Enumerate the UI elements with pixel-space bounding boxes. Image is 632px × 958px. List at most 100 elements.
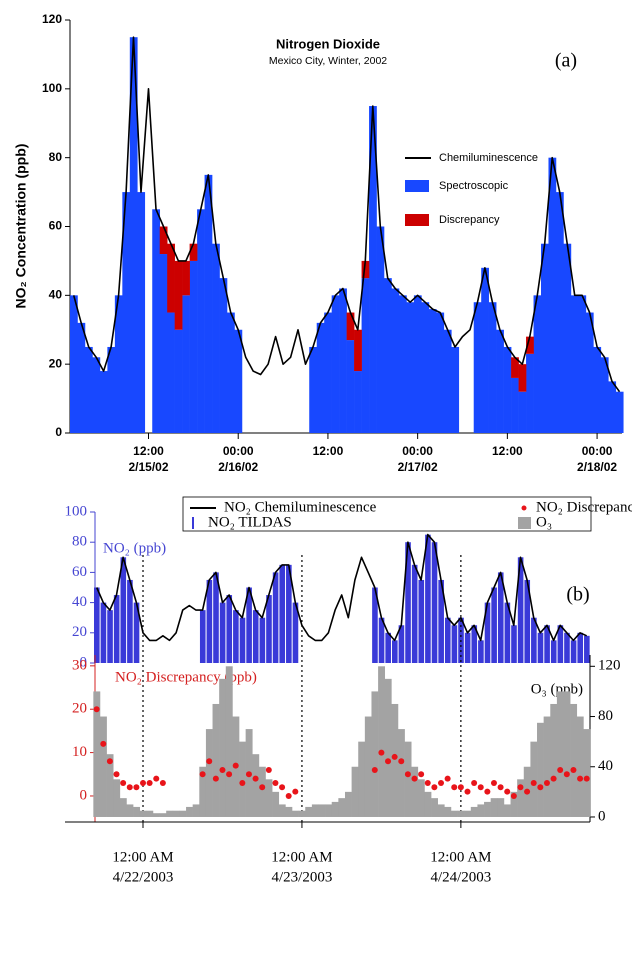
point — [391, 753, 398, 760]
area-bar — [159, 813, 167, 817]
bar — [471, 625, 478, 663]
point — [146, 779, 153, 786]
y-tick-label: 80 — [72, 534, 87, 550]
bar — [436, 312, 445, 433]
bar — [526, 336, 534, 354]
x-tick-label: 12:00 AM — [271, 849, 332, 865]
area-bar — [444, 806, 452, 817]
y-tick-label: 100 — [65, 503, 88, 519]
point — [543, 779, 550, 786]
bar — [398, 625, 405, 663]
area-bar — [583, 729, 591, 817]
bar — [113, 595, 120, 663]
bar — [204, 174, 213, 433]
area-bar — [411, 766, 419, 817]
point — [431, 784, 438, 791]
bar — [526, 353, 534, 433]
bar — [608, 381, 617, 433]
point — [517, 784, 524, 791]
bar — [425, 534, 431, 663]
area-bar — [292, 810, 299, 817]
point — [292, 788, 299, 795]
bar — [563, 243, 572, 433]
area-bar — [417, 779, 425, 817]
y-tick-label: 20 — [49, 356, 63, 370]
area-bar — [570, 703, 578, 817]
bar — [219, 278, 228, 433]
x-tick-label: 00:00 — [582, 444, 613, 458]
area-bar — [311, 804, 319, 817]
area-bar — [464, 810, 472, 817]
y2-tick-label: 120 — [598, 658, 621, 674]
bar — [584, 635, 590, 663]
area-bar — [437, 804, 445, 817]
point — [212, 775, 219, 782]
bar — [137, 192, 146, 433]
point — [484, 788, 491, 795]
area-bar — [152, 813, 160, 817]
area-bar — [239, 741, 246, 817]
area-bar — [146, 810, 154, 817]
bar — [226, 595, 233, 663]
bar — [346, 312, 355, 341]
area-bar — [530, 741, 538, 817]
area-bar — [351, 766, 359, 817]
point — [126, 784, 133, 791]
area-bar — [139, 810, 147, 817]
bar — [189, 260, 198, 433]
area-bar — [517, 779, 525, 817]
bar — [199, 610, 206, 663]
bar — [127, 579, 133, 663]
x-tick-date: 2/15/02 — [128, 460, 168, 474]
y2-axis-label: O₃ (ppb) — [531, 681, 583, 697]
line — [95, 533, 588, 642]
point — [583, 775, 590, 782]
y-tick-label: 100 — [42, 81, 62, 95]
bar — [550, 640, 557, 663]
point — [577, 775, 584, 782]
point — [272, 779, 279, 786]
legend-label: Chemiluminescence — [439, 152, 538, 164]
point — [239, 779, 246, 786]
x-tick-date: 2/17/02 — [398, 460, 438, 474]
area-bar — [391, 703, 399, 817]
bar — [234, 329, 243, 433]
y-tick-label: 40 — [49, 288, 63, 302]
y-tick-label: 20 — [72, 624, 87, 640]
point — [530, 779, 537, 786]
bar — [174, 329, 183, 433]
bar — [438, 579, 444, 663]
bar — [398, 295, 407, 433]
bar — [384, 278, 392, 433]
area-bar — [371, 691, 379, 817]
legend-box — [182, 496, 592, 532]
point — [153, 775, 160, 782]
area-bar — [278, 804, 286, 817]
point — [140, 779, 147, 786]
bar — [354, 329, 362, 372]
y-axis-label: NO₂ Discrepancy (ppb) — [115, 669, 257, 685]
point — [398, 758, 405, 765]
point — [226, 771, 233, 778]
bar — [369, 106, 377, 434]
bar — [107, 346, 116, 433]
point — [563, 771, 570, 778]
bar — [511, 377, 519, 433]
point — [219, 766, 226, 773]
point — [133, 784, 140, 791]
bar — [316, 322, 325, 433]
legend-swatch — [518, 517, 531, 529]
area-bar — [318, 804, 326, 817]
bar — [496, 329, 504, 433]
area-bar — [563, 691, 571, 817]
area-bar — [212, 703, 220, 817]
bar — [517, 557, 524, 663]
bar — [518, 364, 527, 392]
y-axis-label: NO₂ Concentration (ppb) — [13, 144, 29, 309]
bar — [114, 295, 123, 433]
y-tick-label: 30 — [72, 657, 87, 673]
area-bar — [358, 741, 366, 817]
point — [245, 771, 252, 778]
bar — [537, 632, 544, 663]
x-tick-date: 2/16/02 — [218, 460, 258, 474]
